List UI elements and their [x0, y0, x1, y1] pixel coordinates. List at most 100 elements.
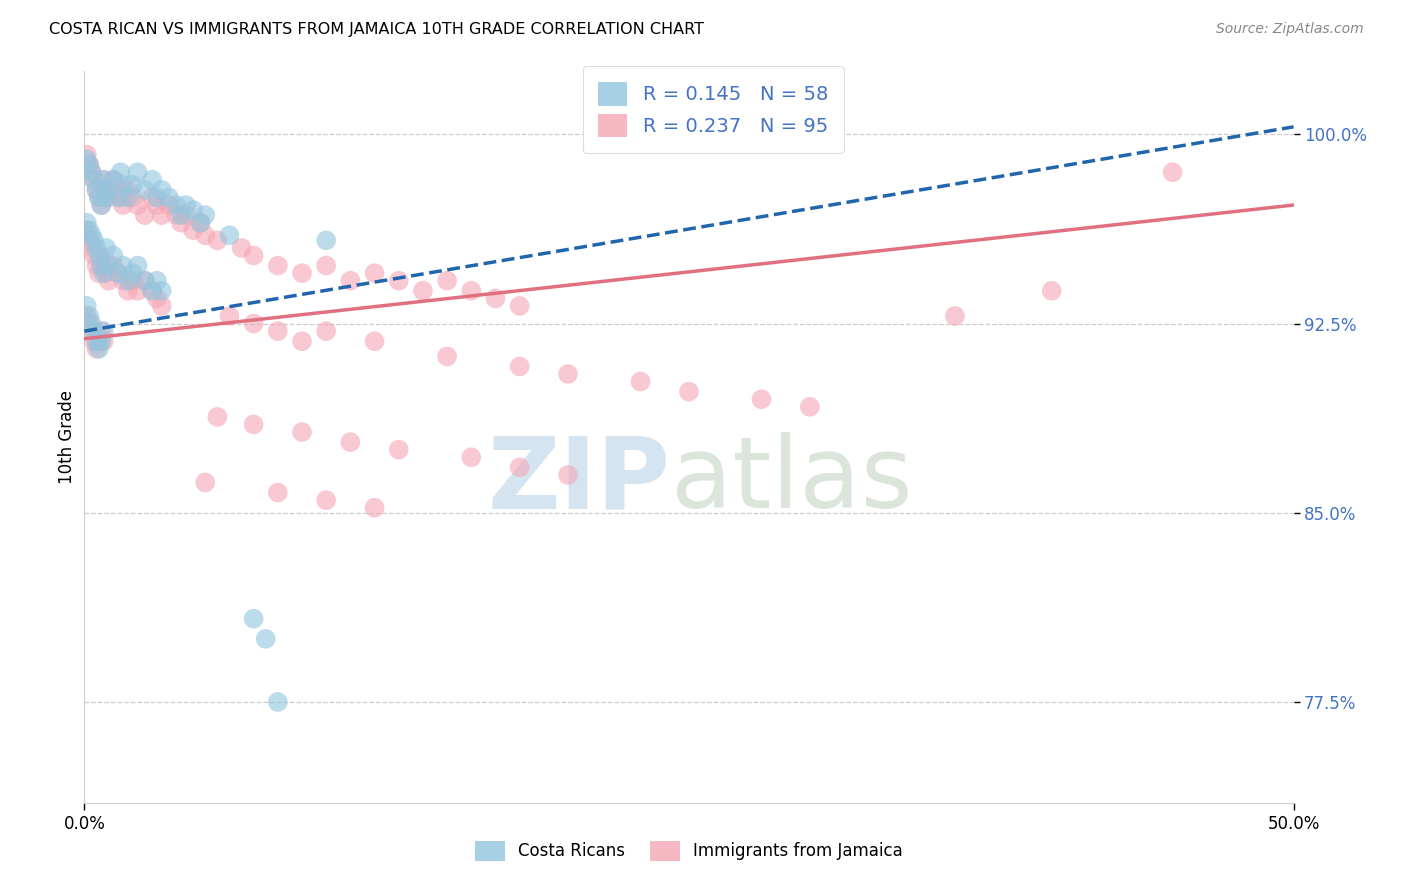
- Point: [110, 190, 132, 204]
- Point: [107, 266, 129, 280]
- Y-axis label: 10th Grade: 10th Grade: [58, 390, 76, 484]
- Point: [112, 178, 135, 192]
- Point: [291, 334, 314, 349]
- Point: [315, 324, 337, 338]
- Point: [146, 291, 169, 305]
- Point: [93, 334, 115, 349]
- Point: [76, 153, 98, 167]
- Point: [436, 274, 458, 288]
- Point: [141, 284, 163, 298]
- Point: [80, 317, 103, 331]
- Point: [134, 208, 156, 222]
- Point: [77, 317, 100, 331]
- Point: [83, 173, 105, 187]
- Point: [557, 367, 579, 381]
- Point: [103, 173, 125, 187]
- Point: [86, 183, 108, 197]
- Point: [484, 291, 506, 305]
- Point: [194, 475, 217, 490]
- Point: [146, 274, 169, 288]
- Point: [83, 248, 105, 262]
- Point: [157, 198, 180, 212]
- Point: [291, 425, 314, 439]
- Point: [678, 384, 700, 399]
- Point: [86, 241, 108, 255]
- Point: [83, 324, 105, 338]
- Point: [76, 147, 98, 161]
- Point: [121, 266, 143, 280]
- Point: [207, 409, 229, 424]
- Text: Source: ZipAtlas.com: Source: ZipAtlas.com: [1216, 22, 1364, 37]
- Point: [141, 173, 163, 187]
- Point: [267, 485, 290, 500]
- Point: [267, 324, 290, 338]
- Legend: Costa Ricans, Immigrants from Jamaica: Costa Ricans, Immigrants from Jamaica: [468, 834, 910, 868]
- Point: [174, 198, 197, 212]
- Point: [267, 259, 290, 273]
- Point: [110, 165, 132, 179]
- Point: [117, 190, 139, 204]
- Point: [134, 274, 156, 288]
- Point: [83, 334, 105, 349]
- Point: [86, 334, 108, 349]
- Point: [190, 216, 212, 230]
- Point: [254, 632, 277, 646]
- Point: [146, 198, 169, 212]
- Point: [86, 183, 108, 197]
- Point: [363, 500, 385, 515]
- Point: [80, 324, 103, 338]
- Point: [170, 208, 193, 222]
- Point: [90, 253, 112, 268]
- Point: [77, 233, 100, 247]
- Point: [363, 266, 385, 280]
- Point: [127, 198, 149, 212]
- Point: [141, 190, 163, 204]
- Text: COSTA RICAN VS IMMIGRANTS FROM JAMAICA 10TH GRADE CORRELATION CHART: COSTA RICAN VS IMMIGRANTS FROM JAMAICA 1…: [49, 22, 704, 37]
- Point: [112, 259, 135, 273]
- Point: [242, 417, 264, 432]
- Point: [107, 190, 129, 204]
- Point: [77, 158, 100, 172]
- Point: [751, 392, 773, 407]
- Point: [194, 228, 217, 243]
- Point: [460, 284, 482, 298]
- Point: [112, 198, 135, 212]
- Point: [77, 309, 100, 323]
- Point: [218, 309, 240, 323]
- Point: [94, 190, 117, 204]
- Point: [207, 233, 229, 247]
- Point: [103, 259, 125, 273]
- Point: [76, 299, 98, 313]
- Point: [93, 266, 115, 280]
- Point: [87, 190, 110, 204]
- Point: [77, 158, 100, 172]
- Point: [90, 198, 112, 212]
- Point: [291, 266, 314, 280]
- Point: [509, 359, 531, 374]
- Point: [90, 259, 112, 273]
- Point: [1161, 165, 1184, 179]
- Point: [146, 190, 169, 204]
- Point: [80, 228, 103, 243]
- Point: [150, 208, 173, 222]
- Point: [165, 198, 187, 212]
- Point: [117, 274, 139, 288]
- Point: [174, 208, 197, 222]
- Text: ZIP: ZIP: [488, 433, 671, 530]
- Point: [339, 435, 361, 450]
- Point: [315, 493, 337, 508]
- Point: [80, 165, 103, 179]
- Point: [94, 183, 117, 197]
- Point: [86, 259, 108, 273]
- Point: [509, 460, 531, 475]
- Point: [242, 317, 264, 331]
- Point: [181, 223, 204, 237]
- Point: [127, 165, 149, 179]
- Point: [231, 241, 253, 255]
- Point: [127, 259, 149, 273]
- Point: [121, 190, 143, 204]
- Point: [799, 400, 821, 414]
- Point: [87, 334, 110, 349]
- Point: [315, 233, 337, 247]
- Point: [315, 259, 337, 273]
